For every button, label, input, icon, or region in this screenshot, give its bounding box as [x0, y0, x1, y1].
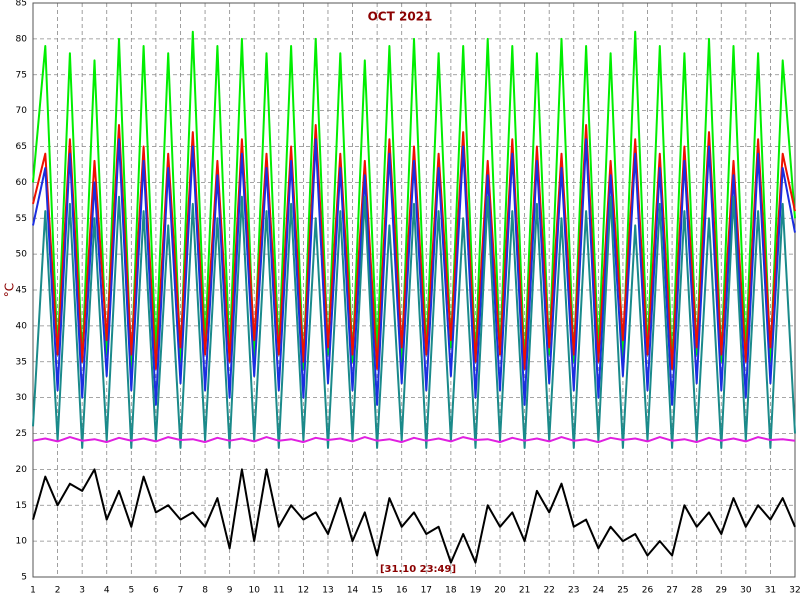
series-line — [32, 468, 796, 564]
y-tick-label: 85 — [16, 0, 27, 9]
y-tick-label: 35 — [16, 357, 27, 367]
x-tick-label: 3 — [79, 586, 85, 596]
y-tick-label: 60 — [16, 178, 28, 188]
series-line — [32, 436, 796, 444]
series-line — [32, 138, 796, 406]
x-tick-label: 6 — [153, 586, 159, 596]
x-tick-label: 22 — [543, 586, 554, 596]
x-tick-label: 32 — [789, 586, 800, 596]
x-tick-label: 24 — [593, 586, 605, 596]
x-tick-label: 8 — [202, 586, 208, 596]
y-tick-label: 70 — [16, 106, 28, 116]
x-tick-label: 16 — [396, 586, 408, 596]
y-tick-label: 40 — [16, 321, 28, 331]
y-tick-label: 20 — [16, 465, 28, 475]
y-tick-label: 75 — [16, 70, 27, 80]
y-tick-label: 25 — [16, 429, 27, 439]
y-tick-label: 80 — [16, 34, 28, 44]
y-tick-label: 10 — [16, 537, 28, 547]
x-tick-label: 18 — [445, 586, 457, 596]
x-tick-label: 30 — [740, 586, 752, 596]
y-axis-label: °C — [3, 283, 17, 297]
x-tick-label: 25 — [617, 586, 628, 596]
y-tick-label: 55 — [16, 214, 27, 224]
x-tick-label: 13 — [322, 586, 333, 596]
series-line — [32, 195, 796, 449]
x-tick-label: 15 — [371, 586, 382, 596]
annotation: [31.10 23:49] — [380, 564, 456, 575]
x-tick-label: 11 — [273, 586, 284, 596]
x-tick-label: 21 — [519, 586, 530, 596]
x-tick-label: 14 — [347, 586, 359, 596]
y-tick-label: 65 — [16, 142, 27, 152]
x-tick-label: 19 — [470, 586, 482, 596]
x-tick-label: 1 — [30, 586, 36, 596]
x-tick-label: 17 — [421, 586, 432, 596]
y-tick-label: 30 — [16, 393, 28, 403]
x-tick-label: 26 — [642, 586, 654, 596]
x-tick-label: 28 — [691, 586, 703, 596]
x-tick-label: 31 — [765, 586, 776, 596]
plot-frame — [32, 2, 796, 578]
x-tick-label: 27 — [666, 586, 677, 596]
chart-title: OCT 2021 — [368, 10, 433, 24]
y-tick-label: 5 — [21, 573, 27, 583]
x-tick-label: 4 — [104, 586, 110, 596]
y-tick-label: 15 — [16, 501, 27, 511]
series-line — [32, 124, 796, 370]
series-line — [32, 30, 796, 370]
x-tick-label: 2 — [55, 586, 61, 596]
x-tick-label: 12 — [298, 586, 309, 596]
x-tick-label: 20 — [494, 586, 506, 596]
x-tick-label: 5 — [128, 586, 134, 596]
y-tick-label: 45 — [16, 286, 27, 296]
y-tick-label: 50 — [16, 250, 28, 260]
x-tick-label: 23 — [568, 586, 579, 596]
x-tick-label: 10 — [248, 586, 260, 596]
x-tick-label: 29 — [716, 586, 728, 596]
x-tick-label: 7 — [178, 586, 184, 596]
x-tick-label: 9 — [227, 586, 233, 596]
